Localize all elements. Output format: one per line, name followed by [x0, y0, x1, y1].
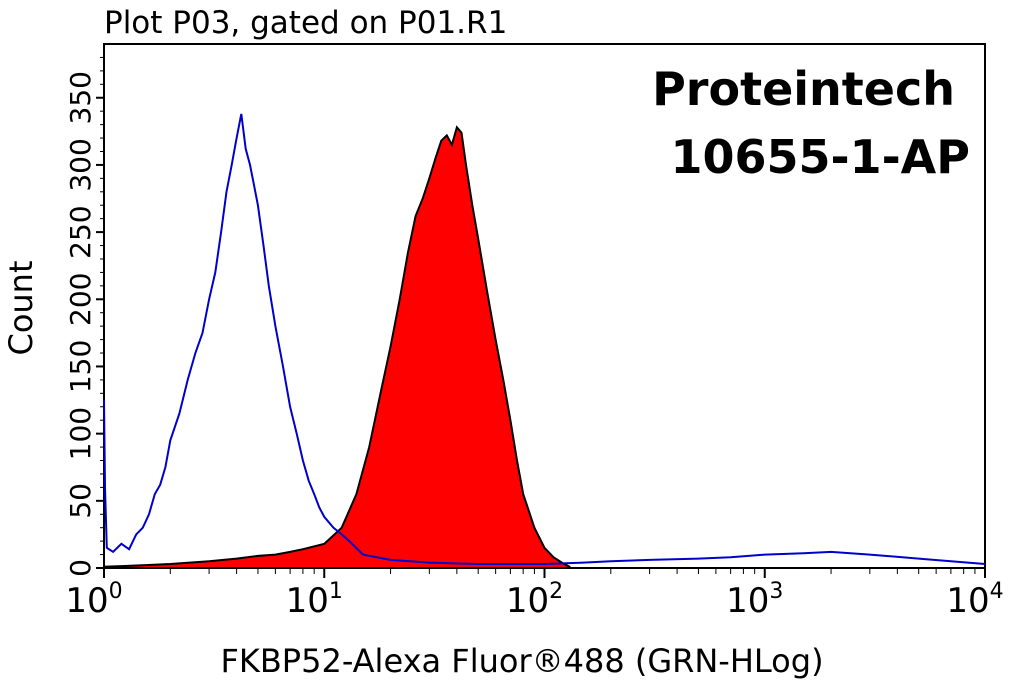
series-layer: [103, 113, 986, 569]
x-tick-label: 101: [286, 579, 343, 621]
x-tick-label: 104: [946, 579, 1003, 621]
y-tick-label: 100: [64, 407, 97, 460]
x-tick-label: 100: [65, 579, 122, 621]
series-filled-histogram: [103, 125, 571, 569]
brand-annotation: Proteintech: [652, 62, 955, 116]
y-tick-label: 150: [64, 340, 97, 393]
y-tick-label: 0: [64, 559, 97, 577]
chart-title: Plot P03, gated on P01.R1: [104, 5, 507, 41]
x-axis: 100 101 102 103 104: [65, 568, 1004, 621]
x-tick-label: 102: [506, 579, 563, 621]
catalog-number-annotation: 10655-1-AP: [670, 130, 970, 184]
y-tick-label: 350: [64, 71, 97, 124]
x-axis-title: FKBP52-Alexa Fluor®488 (GRN-HLog): [220, 642, 823, 680]
y-tick-label: 50: [64, 483, 97, 519]
y-tick-label: 250: [64, 205, 97, 258]
y-tick-label: 200: [64, 273, 97, 326]
x-tick-label: 103: [726, 579, 783, 621]
y-axis-title: Count: [2, 260, 40, 355]
y-tick-label: 300: [64, 138, 97, 191]
series-outline-histogram: [103, 113, 986, 565]
plot-frame: [103, 43, 986, 569]
y-axis: 0 50 100 150 200 250 300 350: [64, 56, 104, 577]
